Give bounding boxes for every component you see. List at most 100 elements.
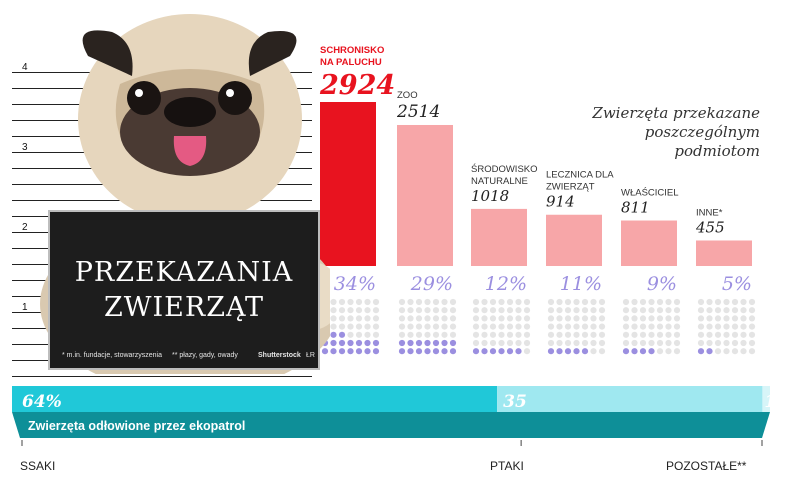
dot-empty [472,315,480,322]
dot-empty [656,323,664,330]
dot-empty [424,331,431,338]
dot-empty [481,307,488,314]
dot-filled [338,339,346,347]
dot-empty [432,315,440,322]
dot-empty [714,339,722,347]
dot-empty [631,331,638,338]
dot-empty [631,323,638,330]
dot-empty [506,339,514,347]
segment-pozostale [762,386,770,412]
bar-value-label: 2514 [396,102,440,122]
dot-empty [398,323,406,330]
dot-empty [731,323,739,330]
dot-empty [656,331,664,338]
dot-empty [564,315,572,322]
dot-filled [581,348,589,355]
dot-empty [573,339,580,347]
dot-empty [622,323,630,330]
dot-empty [355,323,363,330]
dot-empty [556,298,563,306]
dot-empty [481,315,488,322]
dot-empty [706,323,713,330]
dot-empty [697,339,705,347]
dot-empty [622,298,630,306]
dot-empty [648,331,655,338]
dot-empty [697,323,705,330]
dot-empty [673,339,681,347]
dot-filled [564,348,572,355]
bar-category-label: ZOO [397,90,418,101]
dot-empty [706,307,713,314]
dot-empty [556,315,563,322]
author-initials: ŁR [306,352,315,359]
dot-empty [556,323,563,330]
dot-empty [372,315,380,322]
dot-empty [449,307,457,314]
dot-empty [515,298,522,306]
photo-credit: Shutterstock [258,352,301,359]
dot-empty [590,323,597,330]
dot-empty [489,307,497,314]
dot-empty [740,315,747,322]
dot-empty [706,298,713,306]
dot-empty [590,348,597,355]
dot-empty [506,331,514,338]
dot-empty [441,323,448,330]
dot-filled [489,348,497,355]
dot-empty [723,315,730,322]
dot-empty [489,298,497,306]
percent-label: 12% [485,273,527,295]
dot-empty [665,339,672,347]
dot-empty [498,315,505,322]
dot-empty [622,315,630,322]
dot-empty [489,339,497,347]
dot-empty [472,307,480,314]
dot-empty [731,331,739,338]
dot-empty [673,307,681,314]
dot-empty [415,307,423,314]
dot-empty [590,331,597,338]
dot-empty [515,315,522,322]
dot-empty [723,348,730,355]
dot-empty [648,315,655,322]
dot-empty [622,307,630,314]
dot-empty [330,298,337,306]
bar-category-label: NA PALUCHU [320,57,382,68]
dot-empty [498,307,505,314]
dot-empty [581,339,589,347]
dot-empty [489,331,497,338]
dot-empty [330,307,337,314]
dot-empty [590,315,597,322]
dot-empty [355,307,363,314]
dot-empty [639,298,647,306]
dot-empty [590,339,597,347]
dot-empty [424,298,431,306]
dot-empty [748,323,756,330]
category-label-ssaki: SSAKI [20,459,56,473]
dot-filled [441,339,448,347]
dot-filled [338,331,346,338]
dot-empty [648,323,655,330]
dot-empty [697,298,705,306]
dot-filled [472,348,480,355]
dot-empty [372,307,380,314]
bar-value-label: 914 [546,193,575,211]
dot-filled [432,339,440,347]
dot-filled [415,339,423,347]
dot-empty [581,331,589,338]
scale-tick-label: 1 [22,302,28,313]
dot-filled [622,348,630,355]
dot-empty [523,348,531,355]
dot-empty [330,323,337,330]
dot-empty [581,307,589,314]
dot-filled [330,348,337,355]
dot-empty [415,331,423,338]
dot-empty [639,339,647,347]
dot-empty [639,331,647,338]
bar-4 [621,220,677,266]
segment-ptaki [497,386,763,412]
dot-empty [547,298,555,306]
dot-empty [573,315,580,322]
dot-empty [706,339,713,347]
dot-filled [498,348,505,355]
